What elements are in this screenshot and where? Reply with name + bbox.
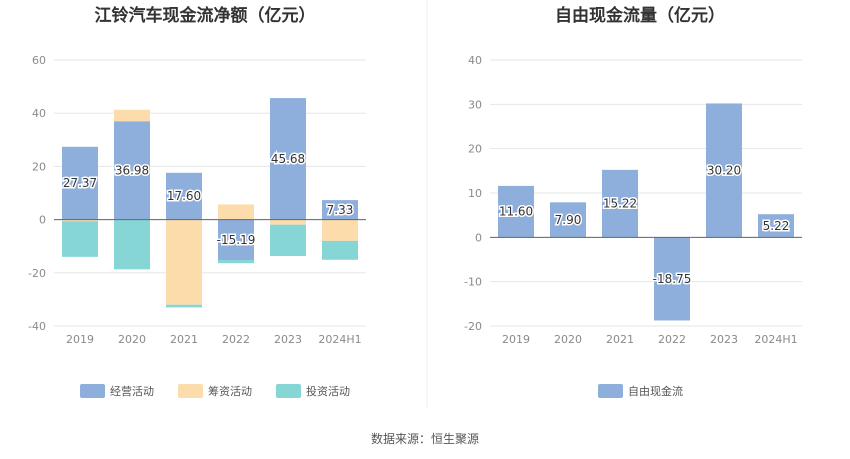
bar: [218, 219, 254, 261]
bar: [218, 260, 254, 264]
x-tick-label: 2020: [118, 333, 146, 346]
legend-swatch[interactable]: [178, 384, 203, 398]
bar: [270, 224, 306, 257]
bar: [758, 214, 794, 238]
data-label: 27.37: [63, 176, 97, 190]
y-tick-label: 40: [32, 107, 46, 120]
bar: [166, 219, 202, 305]
legend-swatch[interactable]: [276, 384, 301, 398]
x-tick-label: 2024H1: [754, 333, 797, 346]
data-label: 7.33: [327, 203, 354, 217]
chart-title: 江铃汽车现金流净额（亿元）: [95, 5, 316, 26]
bar: [166, 172, 202, 220]
bar: [270, 98, 306, 220]
bar: [322, 219, 358, 241]
bar: [114, 219, 150, 270]
bar: [114, 109, 150, 122]
legend-swatch[interactable]: [598, 384, 623, 398]
bar: [62, 221, 98, 257]
legend-label[interactable]: 经营活动: [110, 384, 154, 398]
x-tick-label: 2022: [222, 333, 250, 346]
bar: [218, 204, 254, 220]
data-label: 11.60: [499, 205, 533, 219]
x-tick-label: 2020: [554, 333, 582, 346]
bar: [550, 202, 586, 238]
x-tick-label: 2023: [710, 333, 738, 346]
y-tick-label: 60: [32, 54, 46, 67]
y-tick-label: -20: [28, 267, 46, 280]
bar: [602, 169, 638, 238]
y-tick-label: 30: [468, 98, 482, 111]
bar: [706, 103, 742, 238]
bar: [166, 304, 202, 308]
bar: [62, 219, 98, 222]
source-note: 数据来源：恒生聚源: [371, 431, 479, 446]
data-label: 45.68: [271, 152, 305, 166]
y-tick-label: 20: [32, 160, 46, 173]
bar: [322, 240, 358, 260]
legend-swatch[interactable]: [80, 384, 105, 398]
x-tick-label: 2021: [170, 333, 198, 346]
net-cash-flow-chart: 江铃汽车现金流净额（亿元） -40 -20 0 20 40 60 27.37 36.98 17.6…: [28, 5, 366, 398]
legend-label[interactable]: 筹资活动: [208, 384, 252, 398]
data-label: 17.60: [167, 189, 201, 203]
y-tick-label: 20: [468, 143, 482, 156]
data-label: 36.98: [115, 163, 149, 177]
data-label: 30.20: [707, 163, 741, 177]
y-tick-label: -40: [28, 320, 46, 333]
bar: [498, 185, 534, 238]
x-tick-label: 2021: [606, 333, 634, 346]
free-cash-flow-chart: 自由现金流量（亿元） -20 -10 0 10 20 30 40 11.60 7.90 15.22 -…: [464, 5, 802, 398]
data-label: 15.22: [603, 197, 637, 211]
x-tick-label: 2019: [66, 333, 94, 346]
y-tick-label: 0: [39, 214, 46, 227]
data-label: -15.19: [217, 233, 256, 247]
chart-title: 自由现金流量（亿元）: [555, 5, 725, 26]
bar: [322, 200, 358, 220]
bar: [62, 146, 98, 220]
legend-label[interactable]: 投资活动: [306, 384, 350, 398]
x-tick-label: 2022: [658, 333, 686, 346]
y-tick-label: 40: [468, 54, 482, 67]
bar: [654, 237, 690, 321]
data-label: 5.22: [763, 219, 790, 233]
x-tick-label: 2019: [502, 333, 530, 346]
y-tick-label: -20: [464, 320, 482, 333]
x-tick-label: 2024H1: [318, 333, 361, 346]
y-tick-label: -10: [464, 276, 482, 289]
bar: [114, 121, 150, 220]
y-tick-label: 10: [468, 187, 482, 200]
x-tick-label: 2023: [274, 333, 302, 346]
data-label: 7.90: [555, 213, 582, 227]
data-label: -18.75: [653, 272, 692, 286]
y-tick-label: 0: [475, 231, 482, 244]
bar: [270, 219, 306, 225]
legend-label[interactable]: 自由现金流: [628, 384, 683, 398]
